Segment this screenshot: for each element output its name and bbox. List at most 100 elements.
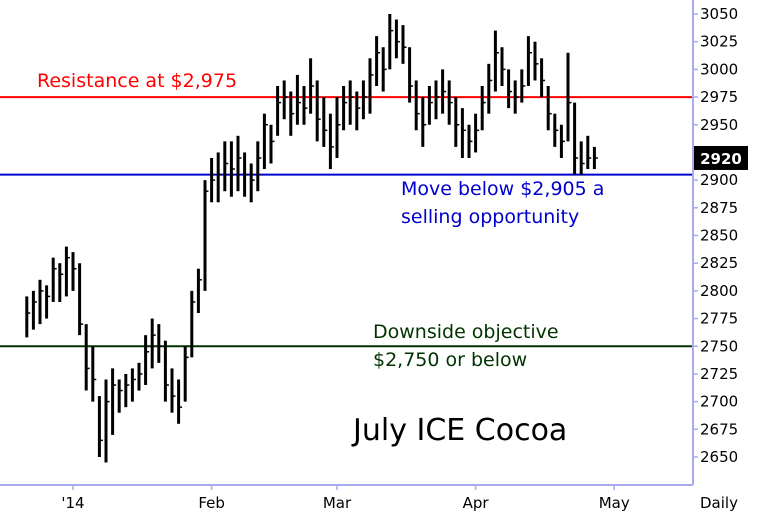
price-bar [210, 157, 216, 203]
price-bar [401, 25, 407, 64]
price-bar [163, 340, 169, 402]
price-bar [249, 163, 255, 203]
y-tick-label: 2675 [700, 420, 738, 438]
price-bar [84, 324, 90, 391]
price-bar [269, 124, 275, 164]
x-tick-label: May [599, 494, 630, 512]
current-price-value: 2920 [700, 150, 742, 168]
price-bar [526, 36, 532, 86]
price-bar [408, 47, 414, 103]
price-bar [513, 80, 519, 114]
price-bar [388, 14, 394, 70]
price-bar [196, 268, 202, 314]
price-bar [236, 135, 242, 192]
price-bar [553, 113, 559, 147]
price-bar [434, 80, 440, 120]
price-bar [342, 85, 348, 131]
price-bar [533, 41, 539, 81]
price-bar [104, 379, 110, 463]
price-bar [414, 80, 420, 131]
price-bar [25, 296, 31, 338]
price-bar [500, 47, 506, 86]
price-bar [302, 85, 308, 125]
price-bar [480, 85, 486, 131]
y-tick-label: 2750 [700, 337, 738, 355]
price-bar [203, 180, 209, 291]
price-bar [375, 36, 381, 86]
price-bar [573, 102, 579, 175]
price-bar [150, 318, 156, 369]
price-bar [546, 85, 552, 131]
price-bar [566, 52, 572, 142]
y-tick-label: 2700 [700, 393, 738, 411]
price-bar [361, 80, 367, 120]
price-bar [71, 252, 77, 291]
price-bar [117, 379, 123, 413]
price-bar [170, 368, 176, 413]
price-bar [520, 69, 526, 103]
price-bar [540, 58, 546, 98]
price-bar [460, 108, 466, 158]
price-bar [309, 58, 315, 114]
sell-trigger-label: selling opportunity [401, 206, 579, 228]
price-bar [355, 91, 361, 131]
price-bar [348, 80, 354, 125]
price-bar [493, 30, 499, 92]
x-tick-label: '14 [61, 494, 84, 512]
current-price-badge: 2920 [694, 145, 748, 170]
frequency-label: Daily [700, 494, 738, 512]
price-bar [183, 346, 189, 402]
price-bar [262, 113, 268, 170]
price-bar [130, 368, 136, 402]
price-bar [592, 146, 598, 170]
price-bar [243, 152, 249, 197]
y-tick-label: 2875 [700, 199, 738, 217]
price-bar [315, 80, 321, 142]
price-bar [256, 141, 262, 192]
price-bar [97, 396, 103, 457]
price-bar [474, 113, 480, 153]
resistance-label: Resistance at $2,975 [37, 70, 237, 92]
price-bar [111, 368, 117, 435]
x-tick-label: Apr [463, 494, 490, 512]
price-bar [421, 97, 427, 147]
price-bar [157, 324, 163, 363]
price-bar [335, 97, 341, 158]
price-bar [579, 141, 585, 175]
price-bar [144, 335, 150, 386]
objective-label: Downside objective [373, 321, 559, 343]
price-bar [328, 113, 334, 170]
y-tick-label: 2775 [700, 310, 738, 328]
y-tick-label: 2725 [700, 365, 738, 383]
price-bar [38, 279, 44, 325]
y-tick-label: 2850 [700, 227, 738, 245]
y-tick-label: 3000 [700, 60, 738, 78]
price-bar [51, 257, 57, 302]
objective-label: $2,750 or below [373, 349, 527, 371]
price-bar [45, 285, 51, 319]
price-bar [177, 379, 183, 424]
price-bar [295, 74, 301, 125]
price-bar [368, 58, 374, 114]
price-bar [58, 263, 64, 302]
price-bar [441, 69, 447, 114]
price-bar [381, 47, 387, 92]
price-bar [559, 124, 565, 158]
price-bar [586, 135, 592, 170]
price-bar [64, 246, 70, 297]
price-bar [78, 263, 84, 336]
price-bar [487, 63, 493, 114]
price-bar [322, 97, 328, 147]
price-bar [190, 290, 196, 358]
price-bar [427, 85, 433, 125]
price-bar [447, 80, 453, 125]
price-bar [229, 141, 235, 197]
price-bar [124, 373, 130, 408]
sell-trigger-label: Move below $2,905 a [401, 178, 604, 200]
price-bar [137, 362, 143, 391]
price-bar [507, 69, 513, 109]
y-tick-label: 2825 [700, 254, 738, 272]
price-bar [223, 141, 229, 192]
price-bar [454, 97, 460, 147]
price-bar [91, 346, 97, 402]
